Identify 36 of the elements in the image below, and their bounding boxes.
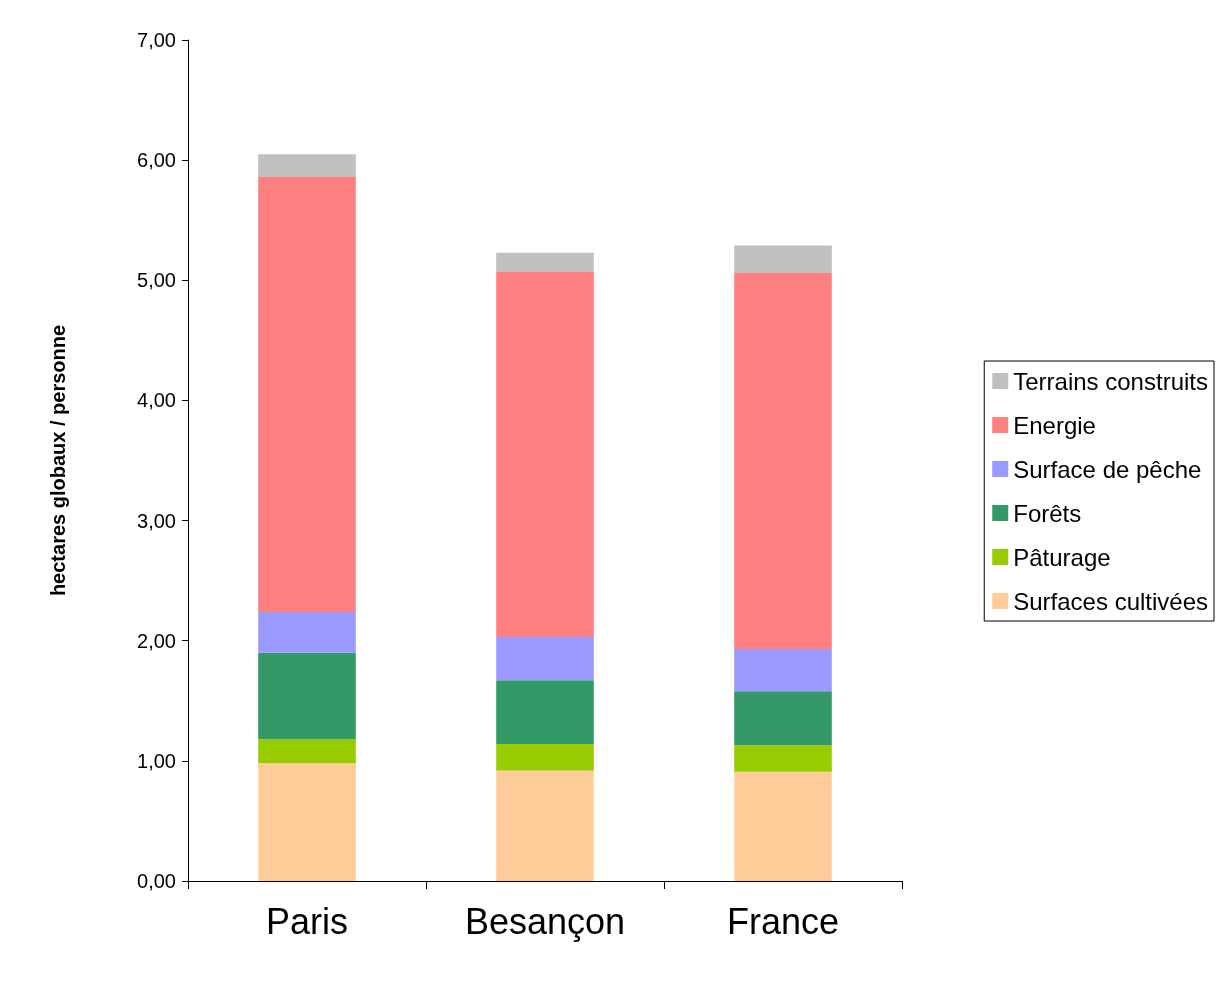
y-tick-label: 7,00 (137, 29, 176, 51)
y-tick-label: 5,00 (137, 269, 176, 292)
legend-label: Pâturage (1013, 543, 1111, 571)
y-tick-label: 6,00 (137, 149, 176, 172)
bar (496, 770, 594, 881)
x-tick-label: France (726, 900, 840, 942)
bar (496, 252, 594, 272)
bar (734, 245, 832, 274)
legend-label: Surfaces cultivées (1013, 587, 1209, 615)
bar (258, 176, 356, 612)
bar (734, 745, 832, 772)
bar (258, 154, 356, 177)
bar (496, 271, 594, 638)
bar (258, 739, 356, 764)
y-tick-label: 2,00 (137, 629, 176, 652)
legend-label: Forêts (1013, 499, 1082, 527)
bar (258, 763, 356, 881)
bar (496, 680, 594, 745)
y-tick-label: 4,00 (137, 389, 176, 412)
y-tick-label: 0,00 (137, 870, 176, 892)
legend-label: Energie (1013, 411, 1096, 439)
bar (258, 652, 356, 740)
bar (734, 691, 832, 746)
legend-label: Surface de pêche (1013, 455, 1202, 483)
bar (734, 771, 832, 881)
bar (258, 611, 356, 653)
bar (734, 273, 832, 650)
bar (734, 649, 832, 692)
bar (496, 637, 594, 681)
y-tick-label: 1,00 (137, 749, 176, 772)
x-tick-label: Besançon (464, 900, 626, 942)
x-tick-label: Paris (265, 900, 349, 942)
legend-label: Terrains construits (1013, 367, 1208, 395)
bar (496, 744, 594, 771)
y-axis-title: hectares globaux / personne (47, 324, 69, 597)
y-tick-label: 3,00 (137, 509, 176, 532)
